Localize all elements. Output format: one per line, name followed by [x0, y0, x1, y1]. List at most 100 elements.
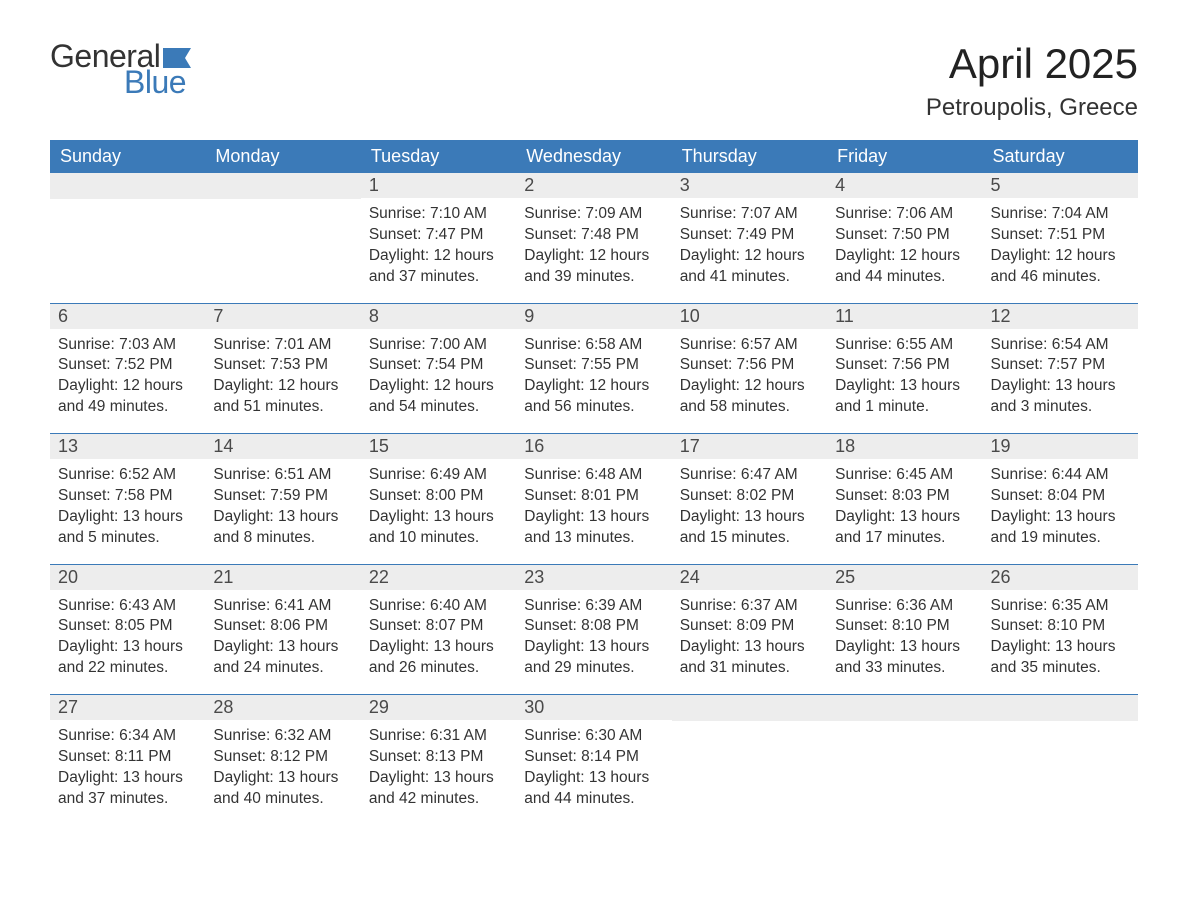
sunrise-text: Sunrise: 6:32 AM: [213, 726, 352, 747]
daylight-text-2: and 10 minutes.: [369, 528, 508, 549]
daylight-text-1: Daylight: 13 hours: [213, 768, 352, 789]
calendar-day-cell: 2Sunrise: 7:09 AMSunset: 7:48 PMDaylight…: [516, 173, 671, 303]
calendar-body: 1Sunrise: 7:10 AMSunset: 7:47 PMDaylight…: [50, 173, 1138, 825]
day-number: 1: [361, 173, 516, 198]
calendar-day-cell: 13Sunrise: 6:52 AMSunset: 7:58 PMDayligh…: [50, 434, 205, 564]
sunset-text: Sunset: 7:56 PM: [680, 355, 819, 376]
sunset-text: Sunset: 7:52 PM: [58, 355, 197, 376]
sunset-text: Sunset: 8:00 PM: [369, 486, 508, 507]
daylight-text-1: Daylight: 13 hours: [991, 376, 1130, 397]
sunset-text: Sunset: 7:56 PM: [835, 355, 974, 376]
sunrise-text: Sunrise: 6:36 AM: [835, 596, 974, 617]
sunset-text: Sunset: 8:01 PM: [524, 486, 663, 507]
daylight-text-1: Daylight: 12 hours: [213, 376, 352, 397]
sunset-text: Sunset: 7:59 PM: [213, 486, 352, 507]
day-body: Sunrise: 6:37 AMSunset: 8:09 PMDaylight:…: [672, 590, 827, 690]
daylight-text-1: Daylight: 12 hours: [835, 246, 974, 267]
header: General Blue April 2025 Petroupolis, Gre…: [50, 40, 1138, 122]
sunset-text: Sunset: 7:57 PM: [991, 355, 1130, 376]
day-number: 25: [827, 565, 982, 590]
daylight-text-2: and 44 minutes.: [524, 789, 663, 810]
day-body: Sunrise: 6:41 AMSunset: 8:06 PMDaylight:…: [205, 590, 360, 690]
day-number-empty: [983, 695, 1138, 721]
sunrise-text: Sunrise: 7:09 AM: [524, 204, 663, 225]
sunset-text: Sunset: 7:47 PM: [369, 225, 508, 246]
sunset-text: Sunset: 8:10 PM: [835, 616, 974, 637]
day-body: Sunrise: 6:40 AMSunset: 8:07 PMDaylight:…: [361, 590, 516, 690]
day-number: 30: [516, 695, 671, 720]
daylight-text-2: and 39 minutes.: [524, 267, 663, 288]
daylight-text-2: and 37 minutes.: [58, 789, 197, 810]
day-number: 4: [827, 173, 982, 198]
sunset-text: Sunset: 8:10 PM: [991, 616, 1130, 637]
sunset-text: Sunset: 8:09 PM: [680, 616, 819, 637]
sunset-text: Sunset: 8:11 PM: [58, 747, 197, 768]
month-title: April 2025: [926, 40, 1138, 88]
calendar-day-cell: 11Sunrise: 6:55 AMSunset: 7:56 PMDayligh…: [827, 304, 982, 434]
weekday-header: Wednesday: [516, 140, 671, 173]
sunset-text: Sunset: 7:54 PM: [369, 355, 508, 376]
calendar-day-cell: 17Sunrise: 6:47 AMSunset: 8:02 PMDayligh…: [672, 434, 827, 564]
sunrise-text: Sunrise: 6:51 AM: [213, 465, 352, 486]
daylight-text-1: Daylight: 12 hours: [991, 246, 1130, 267]
calendar-day-cell: 12Sunrise: 6:54 AMSunset: 7:57 PMDayligh…: [983, 304, 1138, 434]
daylight-text-2: and 58 minutes.: [680, 397, 819, 418]
daylight-text-2: and 51 minutes.: [213, 397, 352, 418]
daylight-text-2: and 15 minutes.: [680, 528, 819, 549]
daylight-text-1: Daylight: 13 hours: [835, 637, 974, 658]
daylight-text-2: and 13 minutes.: [524, 528, 663, 549]
daylight-text-2: and 54 minutes.: [369, 397, 508, 418]
sunrise-text: Sunrise: 6:49 AM: [369, 465, 508, 486]
daylight-text-1: Daylight: 13 hours: [524, 637, 663, 658]
daylight-text-2: and 44 minutes.: [835, 267, 974, 288]
sunrise-text: Sunrise: 6:52 AM: [58, 465, 197, 486]
day-number: 3: [672, 173, 827, 198]
daylight-text-2: and 42 minutes.: [369, 789, 508, 810]
daylight-text-2: and 22 minutes.: [58, 658, 197, 679]
day-number: 23: [516, 565, 671, 590]
daylight-text-1: Daylight: 13 hours: [369, 637, 508, 658]
day-number: 17: [672, 434, 827, 459]
daylight-text-2: and 24 minutes.: [213, 658, 352, 679]
day-number: 7: [205, 304, 360, 329]
daylight-text-1: Daylight: 13 hours: [835, 507, 974, 528]
day-body: Sunrise: 6:54 AMSunset: 7:57 PMDaylight:…: [983, 329, 1138, 429]
day-body: Sunrise: 6:47 AMSunset: 8:02 PMDaylight:…: [672, 459, 827, 559]
day-number: 18: [827, 434, 982, 459]
day-number: 5: [983, 173, 1138, 198]
daylight-text-2: and 5 minutes.: [58, 528, 197, 549]
day-number-empty: [672, 695, 827, 721]
day-body: Sunrise: 7:01 AMSunset: 7:53 PMDaylight:…: [205, 329, 360, 429]
sunrise-text: Sunrise: 6:58 AM: [524, 335, 663, 356]
weekday-header: Saturday: [983, 140, 1138, 173]
sunrise-text: Sunrise: 6:57 AM: [680, 335, 819, 356]
sunrise-text: Sunrise: 6:43 AM: [58, 596, 197, 617]
day-body: Sunrise: 7:10 AMSunset: 7:47 PMDaylight:…: [361, 198, 516, 298]
calendar-day-cell: 20Sunrise: 6:43 AMSunset: 8:05 PMDayligh…: [50, 565, 205, 695]
sunset-text: Sunset: 8:13 PM: [369, 747, 508, 768]
sunset-text: Sunset: 8:06 PM: [213, 616, 352, 637]
daylight-text-1: Daylight: 12 hours: [369, 246, 508, 267]
day-body: Sunrise: 7:07 AMSunset: 7:49 PMDaylight:…: [672, 198, 827, 298]
daylight-text-2: and 8 minutes.: [213, 528, 352, 549]
daylight-text-1: Daylight: 13 hours: [680, 507, 819, 528]
sunset-text: Sunset: 7:55 PM: [524, 355, 663, 376]
weekday-header: Thursday: [672, 140, 827, 173]
daylight-text-2: and 26 minutes.: [369, 658, 508, 679]
daylight-text-2: and 3 minutes.: [991, 397, 1130, 418]
calendar-day-cell: 16Sunrise: 6:48 AMSunset: 8:01 PMDayligh…: [516, 434, 671, 564]
daylight-text-1: Daylight: 13 hours: [58, 637, 197, 658]
calendar-day-cell: 7Sunrise: 7:01 AMSunset: 7:53 PMDaylight…: [205, 304, 360, 434]
calendar-day-cell: 3Sunrise: 7:07 AMSunset: 7:49 PMDaylight…: [672, 173, 827, 303]
weekday-header: Tuesday: [361, 140, 516, 173]
sunrise-text: Sunrise: 7:01 AM: [213, 335, 352, 356]
calendar-week-row: 27Sunrise: 6:34 AMSunset: 8:11 PMDayligh…: [50, 695, 1138, 825]
day-body: Sunrise: 7:09 AMSunset: 7:48 PMDaylight:…: [516, 198, 671, 298]
sunset-text: Sunset: 7:49 PM: [680, 225, 819, 246]
sunrise-text: Sunrise: 7:06 AM: [835, 204, 974, 225]
daylight-text-1: Daylight: 12 hours: [58, 376, 197, 397]
calendar-day-cell: 28Sunrise: 6:32 AMSunset: 8:12 PMDayligh…: [205, 695, 360, 825]
weekday-header: Friday: [827, 140, 982, 173]
sunset-text: Sunset: 8:07 PM: [369, 616, 508, 637]
sunset-text: Sunset: 7:50 PM: [835, 225, 974, 246]
